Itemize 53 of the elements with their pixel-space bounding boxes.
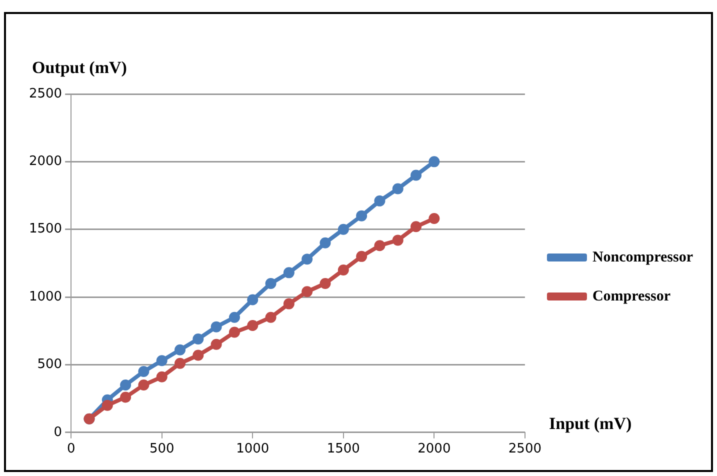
legend-label: Compressor — [592, 288, 671, 304]
point — [138, 366, 150, 377]
point — [356, 250, 368, 262]
point — [192, 350, 204, 361]
point — [102, 400, 113, 411]
point — [120, 380, 132, 391]
y-tick-label: 2000 — [28, 154, 62, 170]
point — [265, 312, 276, 323]
point — [228, 326, 240, 338]
point — [410, 170, 422, 181]
point — [283, 298, 294, 310]
point — [120, 392, 132, 403]
y-axis-title: Output (mV) — [32, 58, 127, 78]
point — [283, 267, 294, 278]
point — [265, 278, 276, 290]
point — [192, 334, 204, 344]
point — [320, 278, 331, 290]
point — [374, 240, 386, 252]
point — [156, 355, 168, 366]
point — [338, 224, 349, 235]
point — [302, 286, 313, 298]
point — [410, 221, 422, 232]
x-tick-label: 500 — [149, 442, 174, 457]
y-tick-label: 1500 — [28, 222, 62, 237]
x-tick-label: 2500 — [508, 442, 542, 457]
point — [174, 358, 186, 369]
point — [174, 344, 186, 356]
x-tick-label: 0 — [66, 442, 76, 457]
point — [138, 380, 150, 391]
point — [392, 234, 404, 246]
x-axis-title: Input (mV) — [549, 414, 632, 434]
x-tick-label: 2000 — [418, 442, 451, 457]
point — [210, 338, 222, 350]
point — [210, 321, 222, 332]
point — [228, 312, 240, 323]
point — [356, 210, 368, 222]
y-tick-label: 0 — [54, 424, 62, 440]
x-tick-label: 1000 — [236, 442, 270, 457]
point — [338, 264, 349, 276]
point — [156, 371, 168, 382]
y-tick-label: 500 — [37, 357, 62, 372]
point — [374, 195, 386, 206]
point — [392, 183, 404, 194]
point — [247, 294, 258, 306]
x-tick-label: 1500 — [326, 442, 360, 457]
legend-label: Noncompressor — [592, 249, 694, 266]
point — [428, 156, 440, 168]
y-tick-label: 2500 — [28, 86, 62, 102]
point — [320, 237, 331, 248]
point — [302, 254, 313, 265]
point — [428, 213, 440, 224]
point — [247, 320, 258, 331]
y-tick-label: 1000 — [28, 289, 62, 304]
